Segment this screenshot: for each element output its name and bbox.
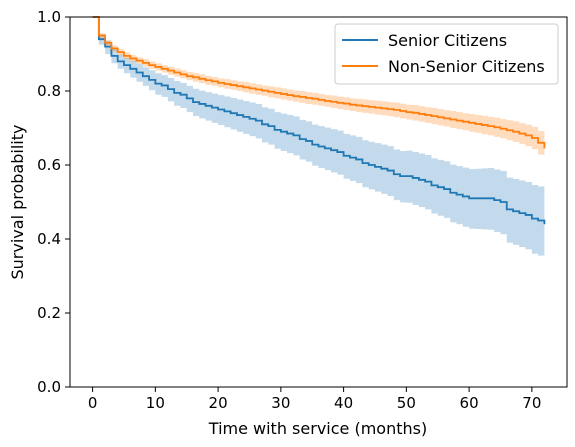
x-tick-label: 30 (271, 394, 290, 412)
ci-band-non-senior (92, 17, 545, 156)
x-tick-label: 0 (88, 394, 98, 412)
x-tick-label: 10 (146, 394, 165, 412)
y-tick-label: 0.8 (37, 82, 61, 100)
y-tick-label: 1.0 (37, 8, 61, 26)
survival-line-senior (92, 16, 546, 225)
y-tick-label: 0.2 (37, 304, 61, 322)
x-axis-label: Time with service (months) (208, 419, 427, 438)
x-tick-label: 60 (460, 394, 479, 412)
legend-label-senior: Senior Citizens (388, 31, 507, 50)
x-tick-label: 70 (522, 394, 541, 412)
x-tick-label: 40 (334, 394, 353, 412)
x-tick-label: 50 (397, 394, 416, 412)
y-tick-label: 0.0 (37, 378, 61, 396)
legend-label-non-senior: Non-Senior Citizens (388, 57, 545, 76)
y-tick-label: 0.6 (37, 156, 61, 174)
x-axis-ticks: 0 10 20 30 40 50 60 70 (88, 387, 541, 412)
x-tick-label: 20 (209, 394, 228, 412)
legend: Senior Citizens Non-Senior Citizens (334, 23, 559, 85)
legend-box (334, 23, 559, 85)
survival-line-non-senior (92, 16, 546, 149)
plot-area (92, 16, 546, 256)
axes-frame (69, 16, 568, 388)
y-axis-ticks: 0.0 0.2 0.4 0.6 0.8 1.0 (37, 8, 70, 396)
ci-band-senior (92, 17, 545, 256)
y-axis-label: Survival probability (8, 125, 27, 280)
y-tick-label: 0.4 (37, 230, 61, 248)
